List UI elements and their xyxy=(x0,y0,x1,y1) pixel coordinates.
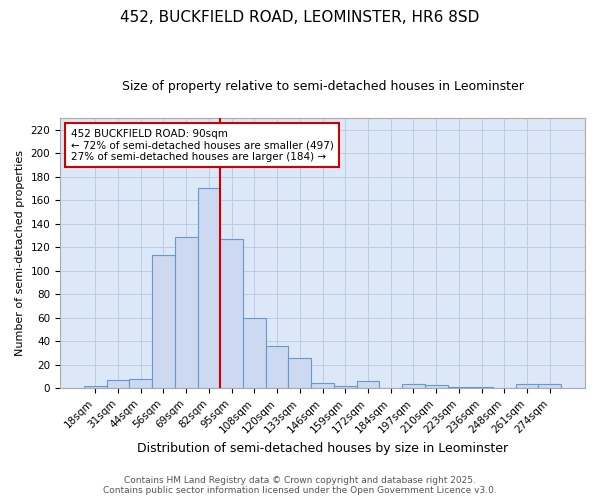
Bar xyxy=(538,384,561,388)
Text: 452, BUCKFIELD ROAD, LEOMINSTER, HR6 8SD: 452, BUCKFIELD ROAD, LEOMINSTER, HR6 8SD xyxy=(121,10,479,25)
Bar xyxy=(402,384,425,388)
Bar xyxy=(289,358,311,388)
X-axis label: Distribution of semi-detached houses by size in Leominster: Distribution of semi-detached houses by … xyxy=(137,442,508,455)
Bar xyxy=(515,384,538,388)
Bar xyxy=(107,380,130,388)
Bar xyxy=(175,236,197,388)
Bar xyxy=(130,379,152,388)
Bar xyxy=(425,385,448,388)
Title: Size of property relative to semi-detached houses in Leominster: Size of property relative to semi-detach… xyxy=(122,80,523,93)
Bar xyxy=(152,256,175,388)
Bar xyxy=(266,346,289,389)
Bar xyxy=(334,386,356,388)
Bar xyxy=(220,239,243,388)
Bar xyxy=(197,188,220,388)
Bar xyxy=(311,382,334,388)
Y-axis label: Number of semi-detached properties: Number of semi-detached properties xyxy=(15,150,25,356)
Text: Contains HM Land Registry data © Crown copyright and database right 2025.
Contai: Contains HM Land Registry data © Crown c… xyxy=(103,476,497,495)
Text: 452 BUCKFIELD ROAD: 90sqm
← 72% of semi-detached houses are smaller (497)
27% of: 452 BUCKFIELD ROAD: 90sqm ← 72% of semi-… xyxy=(71,128,334,162)
Bar xyxy=(356,382,379,388)
Bar xyxy=(84,386,107,388)
Bar xyxy=(243,318,266,388)
